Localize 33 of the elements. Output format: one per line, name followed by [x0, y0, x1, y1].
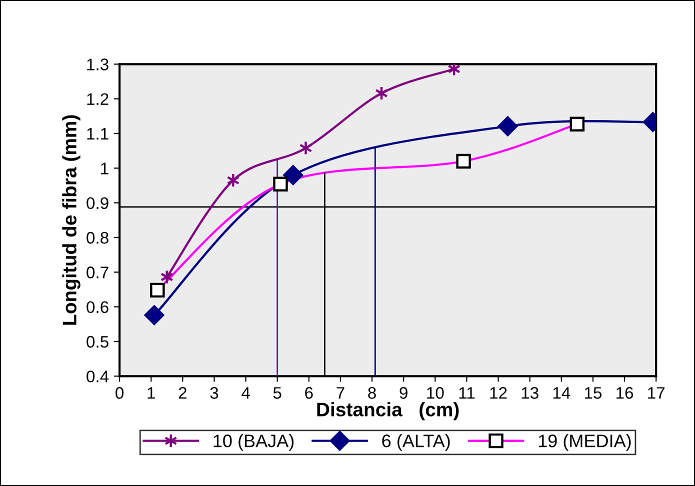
y-tick-label: 0.6 — [86, 301, 108, 314]
y-tick-label: 0.8 — [86, 232, 108, 244]
x-tick-label: 17 — [648, 387, 665, 399]
y-tick-label: 0.4 — [86, 370, 109, 382]
x-axis-title: Distancia (cm) — [317, 402, 459, 420]
x-tick-label: 6 — [305, 387, 313, 399]
y-tick-label: 1 — [101, 162, 108, 174]
y-tick-label: 1.3 — [87, 58, 108, 70]
legend-label: 10 (BAJA) — [214, 434, 294, 451]
y-tick-label: 0.5 — [86, 336, 108, 348]
legend-label: 6 (ALTA) — [382, 434, 450, 451]
x-tick-label: 16 — [616, 387, 634, 399]
y-axis-title: Longitud de fibra (mm) — [62, 115, 80, 325]
x-tick-label: 12 — [490, 387, 507, 399]
x-tick-label: 0 — [116, 387, 124, 399]
x-tick-label: 14 — [553, 387, 570, 399]
x-tick-label: 8 — [368, 387, 376, 399]
x-tick-label: 3 — [210, 387, 218, 399]
y-tick-label: 0.7 — [86, 266, 108, 278]
x-tick-label: 1 — [148, 387, 155, 399]
x-tick-label: 4 — [242, 387, 250, 399]
x-tick-label: 11 — [459, 387, 475, 399]
x-tick-label: 13 — [522, 387, 538, 399]
x-tick-label: 9 — [400, 387, 408, 399]
x-tick-label: 7 — [336, 387, 344, 399]
x-tick-label: 10 — [427, 387, 444, 399]
x-tick-label: 15 — [584, 387, 602, 399]
legend-label: 19 (MEDIA) — [538, 434, 631, 451]
x-tick-label: 2 — [178, 387, 186, 399]
y-tick-label: 0.9 — [86, 197, 108, 210]
y-tick-label: 1.1 — [87, 128, 108, 140]
x-tick-label: 5 — [273, 387, 282, 399]
y-tick-label: 1.2 — [87, 93, 108, 105]
